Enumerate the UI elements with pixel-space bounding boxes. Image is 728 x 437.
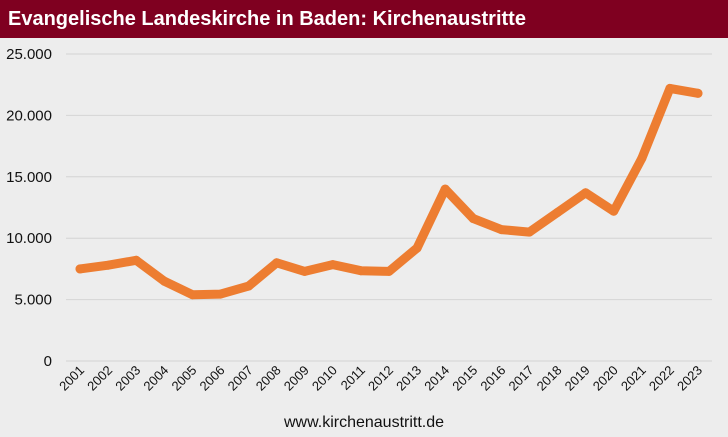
data-point <box>131 255 141 265</box>
x-tick-label: 2006 <box>197 363 228 394</box>
x-tick-label: 2014 <box>421 363 452 394</box>
data-point <box>103 260 113 270</box>
data-point <box>581 188 591 198</box>
x-tick-label: 2016 <box>477 363 508 394</box>
data-point <box>384 266 394 276</box>
data-point <box>215 289 225 299</box>
data-point <box>524 227 534 237</box>
x-tick-label: 2020 <box>590 363 621 394</box>
chart-title-bar: Evangelische Landeskirche in Baden: Kirc… <box>0 0 728 38</box>
data-point <box>300 266 310 276</box>
x-tick-label: 2008 <box>253 363 284 394</box>
x-tick-label: 2022 <box>646 363 677 394</box>
data-point <box>496 225 506 235</box>
x-tick-label: 2023 <box>674 363 705 394</box>
data-point <box>356 266 366 276</box>
data-point <box>272 258 282 268</box>
x-tick-label: 2021 <box>618 363 649 394</box>
x-tick-label: 2007 <box>225 363 256 394</box>
y-tick-label: 0 <box>44 353 52 370</box>
y-tick-label: 25.000 <box>6 46 52 63</box>
x-tick-label: 2005 <box>168 363 199 394</box>
x-tick-label: 2002 <box>84 363 115 394</box>
y-tick-label: 15.000 <box>6 169 52 186</box>
data-point <box>468 214 478 224</box>
data-point <box>665 83 675 93</box>
data-point <box>412 243 422 253</box>
y-tick-label: 10.000 <box>6 230 52 247</box>
x-tick-label: 2010 <box>309 363 340 394</box>
chart-area: 0 5.000 10.000 15.000 20.000 25.000 2001 2002 20… <box>0 38 728 437</box>
x-tick-label: 2009 <box>281 363 312 394</box>
x-tick-label: 2003 <box>112 363 143 394</box>
x-tick-label: 2017 <box>505 363 536 394</box>
data-point <box>440 184 450 194</box>
line-chart: 05.00010.00015.00020.00025.0002001200220… <box>6 46 712 394</box>
x-tick-label: 2004 <box>140 363 171 394</box>
x-tick-label: 2012 <box>365 363 396 394</box>
x-tick-label: 2019 <box>562 363 593 394</box>
data-point <box>75 264 85 274</box>
data-point <box>637 153 647 163</box>
y-tick-label: 20.000 <box>6 107 52 124</box>
x-tick-label: 2018 <box>534 363 565 394</box>
x-tick-label: 2015 <box>449 363 480 394</box>
x-tick-label: 2011 <box>338 363 368 393</box>
data-point <box>553 207 563 217</box>
chart-title: Evangelische Landeskirche in Baden: Kirc… <box>8 7 526 30</box>
source-label: www.kirchenaustritt.de <box>283 414 445 431</box>
data-point <box>693 88 703 98</box>
data-point <box>328 260 338 270</box>
x-tick-label: 2013 <box>393 363 424 394</box>
data-point <box>187 290 197 300</box>
data-point <box>244 281 254 291</box>
data-point <box>609 206 619 216</box>
x-tick-label: 2001 <box>56 363 87 394</box>
data-point <box>159 276 169 286</box>
series-line <box>75 83 703 300</box>
y-tick-label: 5.000 <box>14 292 52 309</box>
